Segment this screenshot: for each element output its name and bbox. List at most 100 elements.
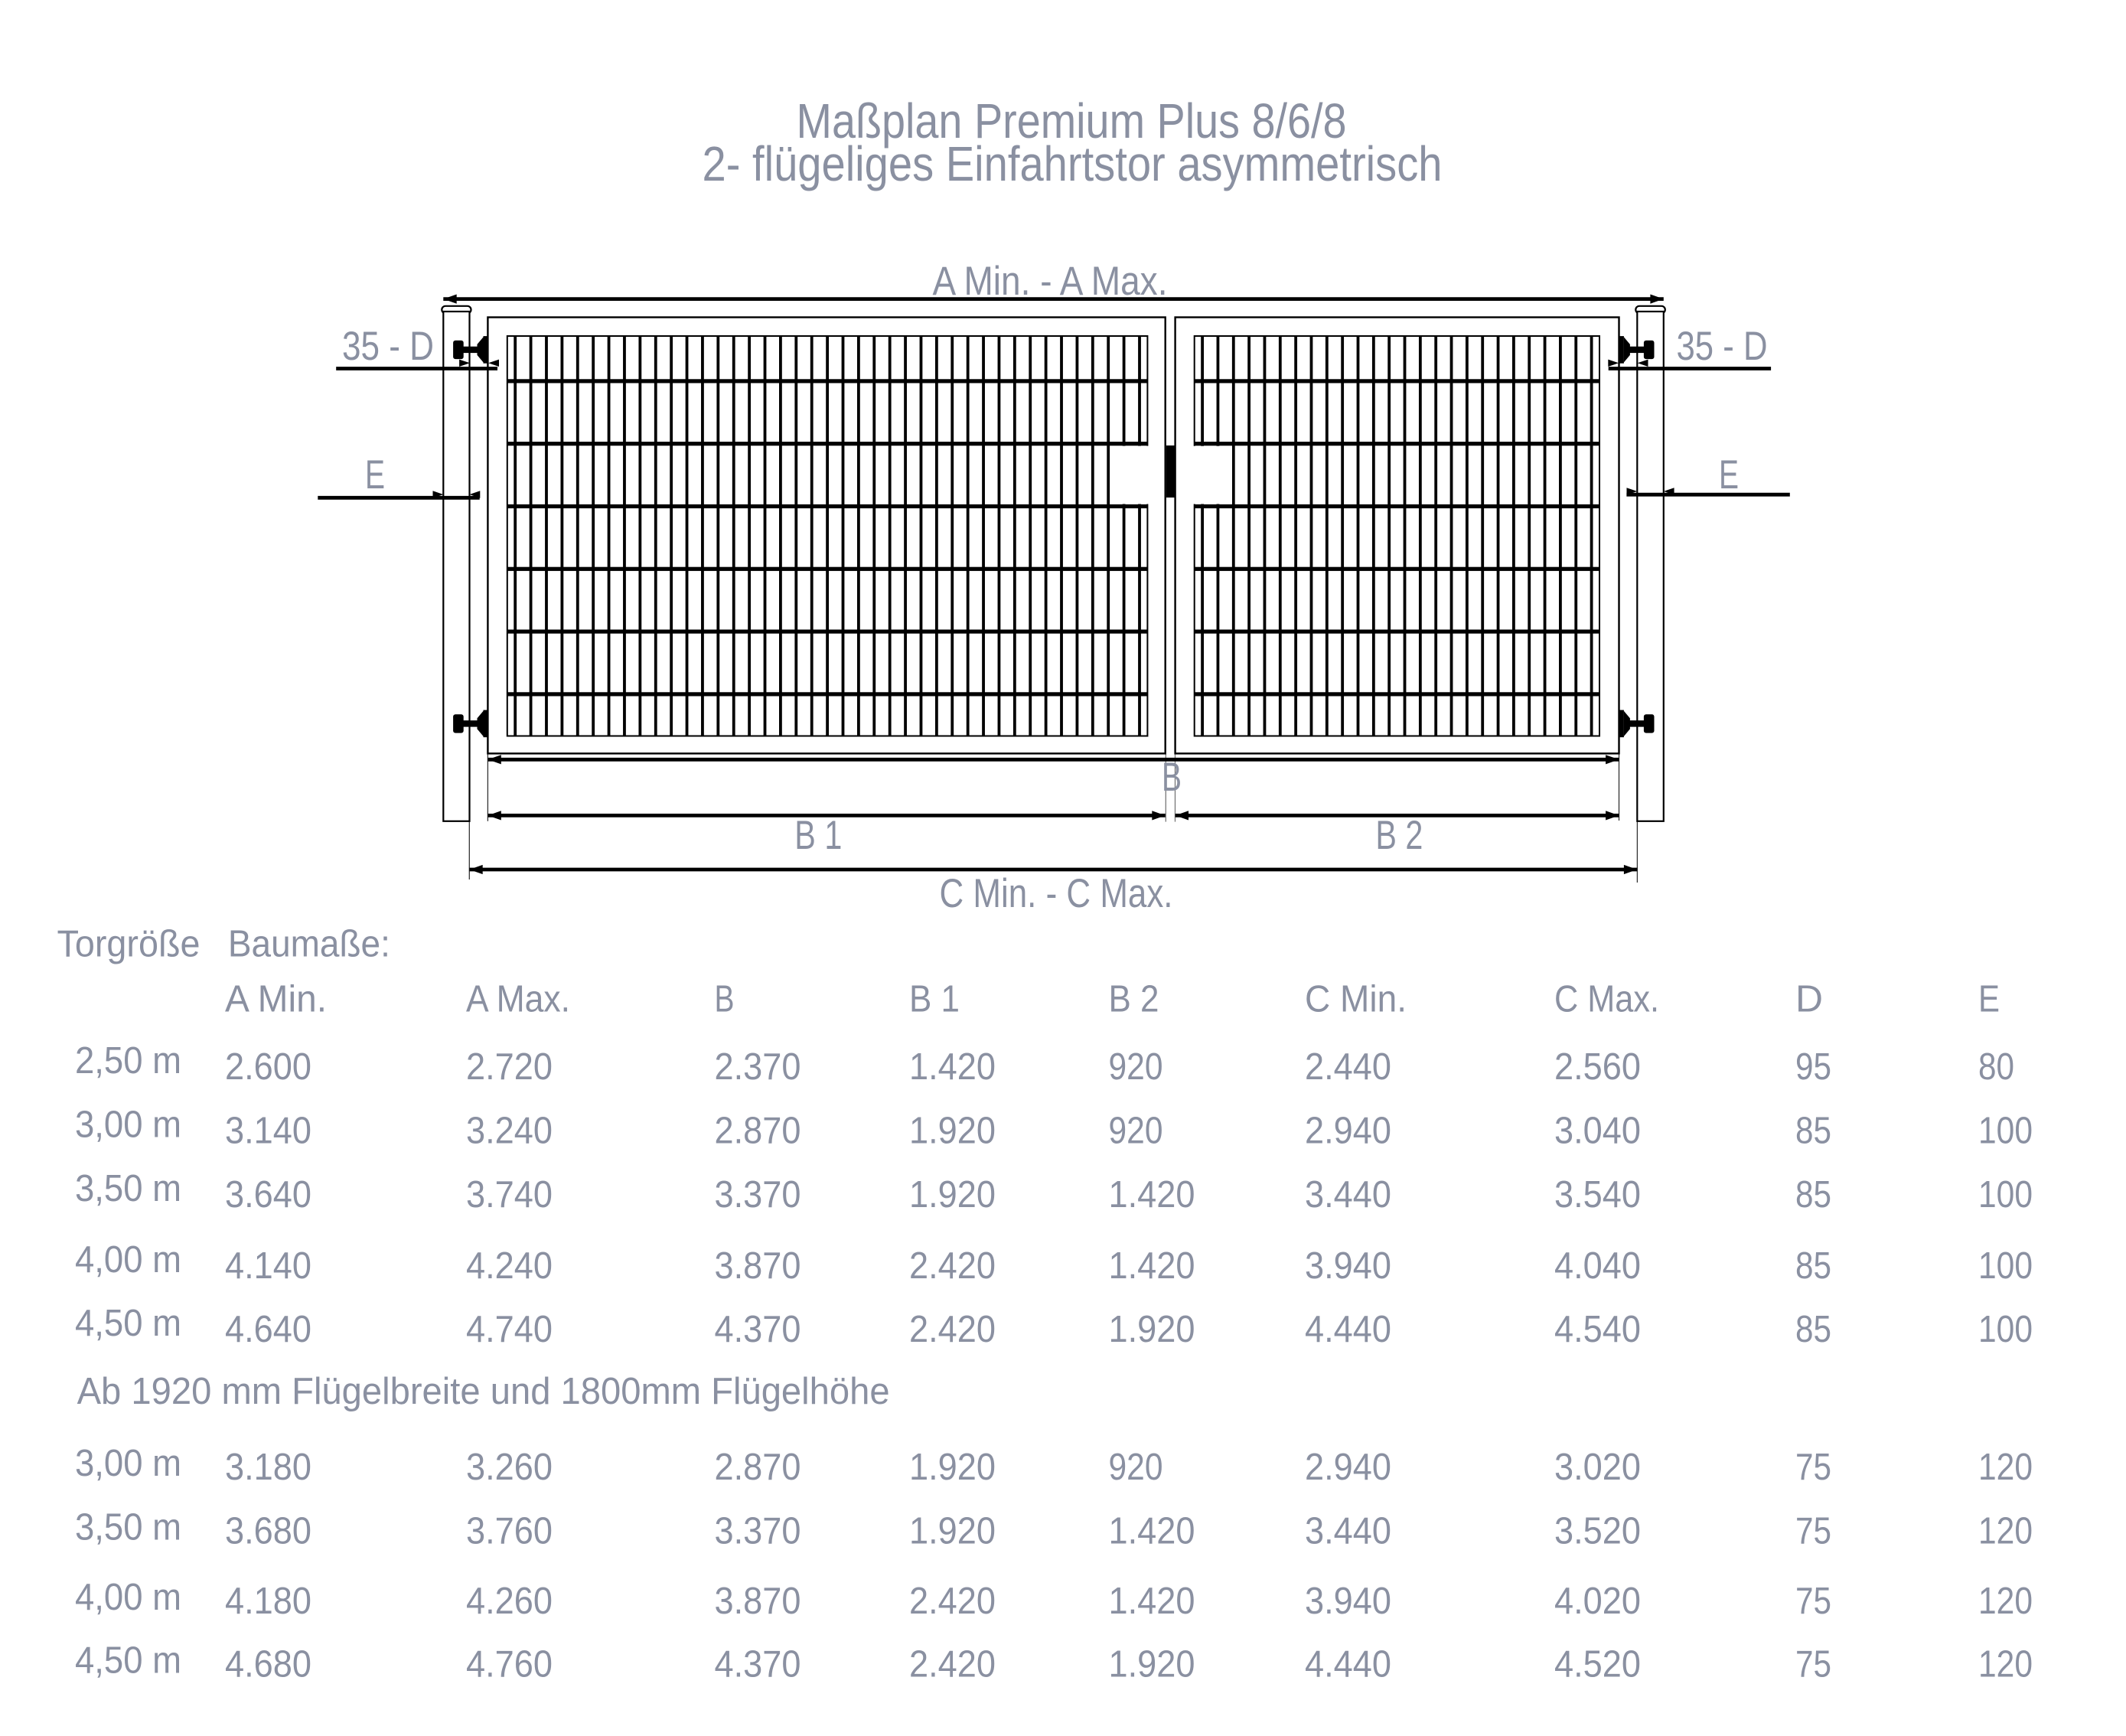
svg-text:3.940: 3.940 xyxy=(1305,1245,1391,1287)
svg-text:4.440: 4.440 xyxy=(1305,1643,1391,1685)
svg-text:4,00 m: 4,00 m xyxy=(75,1239,181,1281)
svg-text:120: 120 xyxy=(1978,1447,2033,1488)
svg-text:C Max.: C Max. xyxy=(1554,979,1659,1020)
svg-text:4.740: 4.740 xyxy=(466,1309,553,1350)
svg-text:2.870: 2.870 xyxy=(715,1111,801,1152)
svg-text:80: 80 xyxy=(1978,1046,2014,1088)
svg-text:1.420: 1.420 xyxy=(1109,1581,1195,1622)
svg-text:35 - D: 35 - D xyxy=(342,324,434,369)
svg-text:3,50 m: 3,50 m xyxy=(75,1168,181,1209)
svg-text:1.920: 1.920 xyxy=(909,1174,996,1216)
svg-text:3.870: 3.870 xyxy=(715,1245,801,1287)
svg-text:B 2: B 2 xyxy=(1375,813,1423,858)
svg-text:4,00 m: 4,00 m xyxy=(75,1577,181,1618)
svg-text:4.520: 4.520 xyxy=(1554,1643,1641,1685)
svg-text:1.920: 1.920 xyxy=(909,1447,996,1488)
svg-text:4.140: 4.140 xyxy=(225,1245,311,1287)
svg-text:100: 100 xyxy=(1978,1309,2033,1350)
svg-text:B 2: B 2 xyxy=(1109,979,1159,1020)
svg-text:B: B xyxy=(715,979,735,1020)
svg-text:4.020: 4.020 xyxy=(1554,1581,1641,1622)
svg-text:1.920: 1.920 xyxy=(1109,1309,1195,1350)
svg-text:E: E xyxy=(1978,979,2000,1020)
svg-text:3,50 m: 3,50 m xyxy=(75,1507,181,1548)
svg-text:1.420: 1.420 xyxy=(909,1046,996,1088)
svg-text:Maßplan Premium Plus 8/6/8: Maßplan Premium Plus 8/6/8 xyxy=(797,93,1347,148)
svg-text:2.560: 2.560 xyxy=(1554,1046,1641,1088)
svg-text:3.440: 3.440 xyxy=(1305,1174,1391,1216)
svg-text:3.140: 3.140 xyxy=(225,1111,311,1152)
svg-text:2.420: 2.420 xyxy=(909,1643,996,1685)
svg-text:75: 75 xyxy=(1795,1581,1831,1622)
svg-text:2.370: 2.370 xyxy=(715,1046,801,1088)
svg-text:4.040: 4.040 xyxy=(1554,1245,1641,1287)
svg-text:2.720: 2.720 xyxy=(466,1046,553,1088)
svg-text:95: 95 xyxy=(1795,1046,1831,1088)
svg-text:D: D xyxy=(1795,979,1823,1020)
svg-text:3,00 m: 3,00 m xyxy=(75,1105,181,1146)
svg-text:3.540: 3.540 xyxy=(1554,1174,1641,1216)
svg-text:3.240: 3.240 xyxy=(466,1111,553,1152)
svg-text:4.370: 4.370 xyxy=(715,1643,801,1685)
svg-text:B 1: B 1 xyxy=(909,979,960,1020)
svg-text:2.420: 2.420 xyxy=(909,1581,996,1622)
svg-text:3.940: 3.940 xyxy=(1305,1581,1391,1622)
svg-text:2.940: 2.940 xyxy=(1305,1447,1391,1488)
svg-text:3.640: 3.640 xyxy=(225,1174,311,1216)
svg-text:4.760: 4.760 xyxy=(466,1643,553,1685)
svg-text:1.420: 1.420 xyxy=(1109,1174,1195,1216)
svg-text:3,00 m: 3,00 m xyxy=(75,1443,181,1484)
svg-text:4.180: 4.180 xyxy=(225,1581,311,1622)
svg-text:75: 75 xyxy=(1795,1643,1831,1685)
svg-text:4.260: 4.260 xyxy=(466,1581,553,1622)
svg-text:2.600: 2.600 xyxy=(225,1046,311,1088)
svg-text:C Min.: C Min. xyxy=(1305,979,1407,1020)
svg-text:120: 120 xyxy=(1978,1581,2033,1622)
svg-text:75: 75 xyxy=(1795,1447,1831,1488)
svg-text:E: E xyxy=(365,452,385,498)
svg-text:1.920: 1.920 xyxy=(1109,1643,1195,1685)
svg-text:3.740: 3.740 xyxy=(466,1174,553,1216)
svg-text:E: E xyxy=(1719,452,1739,498)
svg-text:35 - D: 35 - D xyxy=(1677,324,1768,369)
svg-text:2.870: 2.870 xyxy=(715,1447,801,1488)
svg-text:A Min. - A Max.: A Min. - A Max. xyxy=(933,259,1168,304)
svg-text:4.240: 4.240 xyxy=(466,1245,553,1287)
svg-text:1.920: 1.920 xyxy=(909,1111,996,1152)
svg-text:4.440: 4.440 xyxy=(1305,1309,1391,1350)
svg-text:4.540: 4.540 xyxy=(1554,1309,1641,1350)
svg-text:100: 100 xyxy=(1978,1245,2033,1287)
svg-text:Torgröße: Torgröße xyxy=(57,924,201,965)
svg-text:4,50 m: 4,50 m xyxy=(75,1303,181,1344)
svg-text:2.420: 2.420 xyxy=(909,1309,996,1350)
svg-text:3.020: 3.020 xyxy=(1554,1447,1641,1488)
svg-text:1.420: 1.420 xyxy=(1109,1511,1195,1552)
svg-text:2.440: 2.440 xyxy=(1305,1046,1391,1088)
svg-text:1.420: 1.420 xyxy=(1109,1245,1195,1287)
svg-text:120: 120 xyxy=(1978,1643,2033,1685)
svg-text:A Max.: A Max. xyxy=(466,979,570,1020)
svg-text:3.370: 3.370 xyxy=(715,1511,801,1552)
svg-text:2.940: 2.940 xyxy=(1305,1111,1391,1152)
svg-text:3.040: 3.040 xyxy=(1554,1111,1641,1152)
svg-text:4.680: 4.680 xyxy=(225,1643,311,1685)
svg-text:100: 100 xyxy=(1978,1174,2033,1216)
svg-text:4,50 m: 4,50 m xyxy=(75,1640,181,1681)
svg-text:85: 85 xyxy=(1795,1309,1831,1350)
svg-text:85: 85 xyxy=(1795,1111,1831,1152)
svg-text:100: 100 xyxy=(1978,1111,2033,1152)
svg-text:3.370: 3.370 xyxy=(715,1174,801,1216)
svg-text:3.440: 3.440 xyxy=(1305,1511,1391,1552)
svg-text:B 1: B 1 xyxy=(794,813,842,858)
svg-text:85: 85 xyxy=(1795,1245,1831,1287)
svg-text:3.520: 3.520 xyxy=(1554,1511,1641,1552)
svg-text:4.370: 4.370 xyxy=(715,1309,801,1350)
svg-text:Ab 1920 mm Flügelbreite und 18: Ab 1920 mm Flügelbreite und 1800mm Flüge… xyxy=(77,1371,890,1412)
svg-text:85: 85 xyxy=(1795,1174,1831,1216)
svg-text:2.420: 2.420 xyxy=(909,1245,996,1287)
svg-text:75: 75 xyxy=(1795,1511,1831,1552)
svg-text:3.180: 3.180 xyxy=(225,1447,311,1488)
svg-text:3.260: 3.260 xyxy=(466,1447,553,1488)
svg-text:1.920: 1.920 xyxy=(909,1511,996,1552)
svg-text:3.870: 3.870 xyxy=(715,1581,801,1622)
